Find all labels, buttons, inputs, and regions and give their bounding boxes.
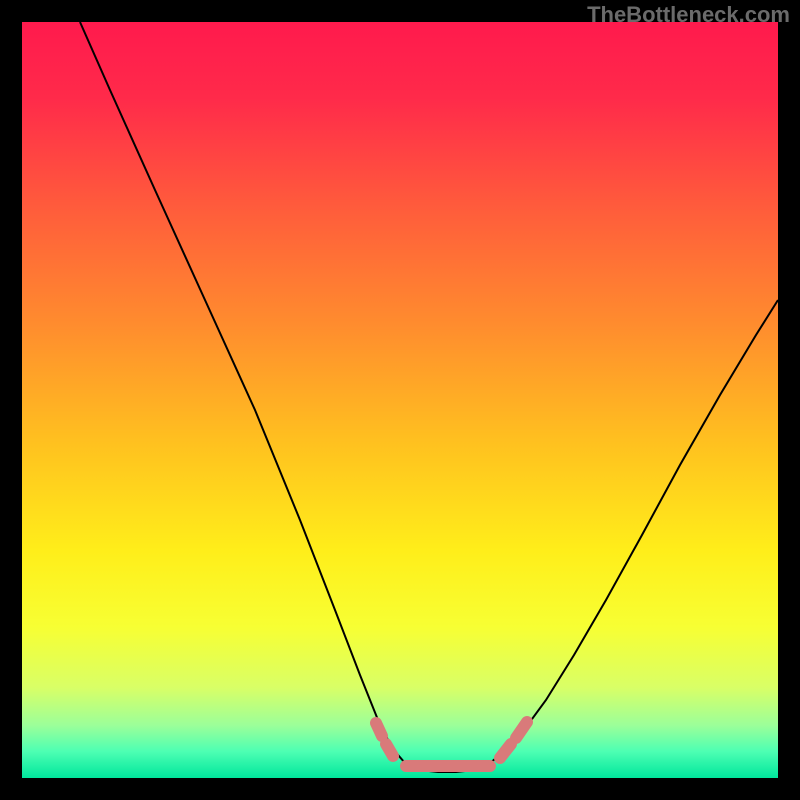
chart-container: TheBottleneck.com (0, 0, 800, 800)
chart-background-gradient (22, 22, 778, 778)
watermark-text: TheBottleneck.com (587, 2, 790, 28)
